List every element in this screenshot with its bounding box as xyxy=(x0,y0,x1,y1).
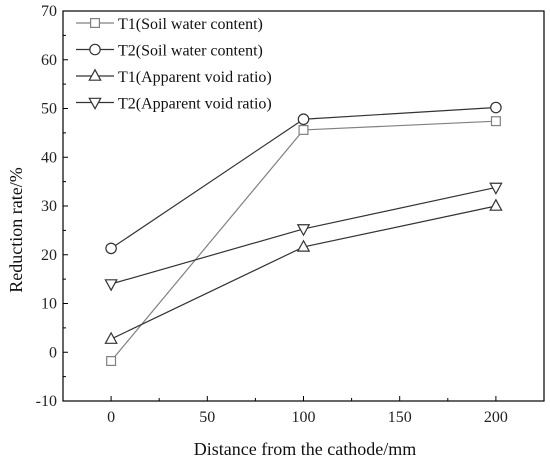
data-point xyxy=(298,124,309,135)
data-point xyxy=(296,239,311,252)
x-tick-label: 100 xyxy=(292,409,316,426)
series-2 xyxy=(105,101,502,255)
axes-group: 0 50 100 150 200 -10 0 10 20 30 40 50 60 70 xyxy=(36,3,545,426)
series-1 xyxy=(106,116,501,367)
x-axis-title: Distance from the cathode/mm xyxy=(194,439,416,459)
series-3 xyxy=(104,198,503,344)
data-point xyxy=(490,101,502,114)
data-point xyxy=(105,242,117,255)
series-group xyxy=(104,101,503,367)
x-tick-label: 200 xyxy=(484,409,508,426)
legend-marker xyxy=(88,68,102,81)
legend-item: T2(Apparent void ratio) xyxy=(76,96,272,113)
legend: T1(Soil water content) T2(Soil water cont… xyxy=(76,16,272,113)
y-axis-title: Reduction rate/% xyxy=(6,167,26,292)
data-point xyxy=(104,331,118,344)
y-tick-label: 60 xyxy=(41,52,57,69)
data-point xyxy=(490,116,501,127)
y-tick-label: -10 xyxy=(36,393,57,410)
x-tick-label: 50 xyxy=(199,409,215,426)
x-tick-label: 0 xyxy=(107,409,115,426)
legend-label: T1(Soil water content) xyxy=(118,16,263,33)
legend-label: T1(Apparent void ratio) xyxy=(118,69,272,86)
y-tick-label: 10 xyxy=(41,296,57,313)
y-tick-label: 70 xyxy=(41,3,57,20)
series-4 xyxy=(104,182,503,292)
data-point xyxy=(296,224,311,237)
data-point xyxy=(489,198,503,211)
y-tick-label: 40 xyxy=(41,149,57,166)
legend-label: T2(Soil water content) xyxy=(118,43,263,60)
data-point xyxy=(104,279,118,292)
legend-label: T2(Apparent void ratio) xyxy=(118,96,272,113)
legend-item: T1(Soil water content) xyxy=(76,16,263,33)
legend-marker xyxy=(89,43,101,56)
y-tick-label: 0 xyxy=(49,344,57,361)
data-point xyxy=(106,356,117,367)
y-tick-label: 50 xyxy=(41,101,57,118)
y-tick-label: 20 xyxy=(41,247,57,264)
y-tick-label: 30 xyxy=(41,198,57,215)
data-point xyxy=(489,182,503,195)
x-tick-label: 150 xyxy=(388,409,412,426)
legend-item: T2(Soil water content) xyxy=(76,43,263,60)
legend-marker xyxy=(89,18,100,29)
legend-item: T1(Apparent void ratio) xyxy=(76,68,272,86)
data-point xyxy=(297,113,310,126)
legend-marker xyxy=(88,97,102,110)
